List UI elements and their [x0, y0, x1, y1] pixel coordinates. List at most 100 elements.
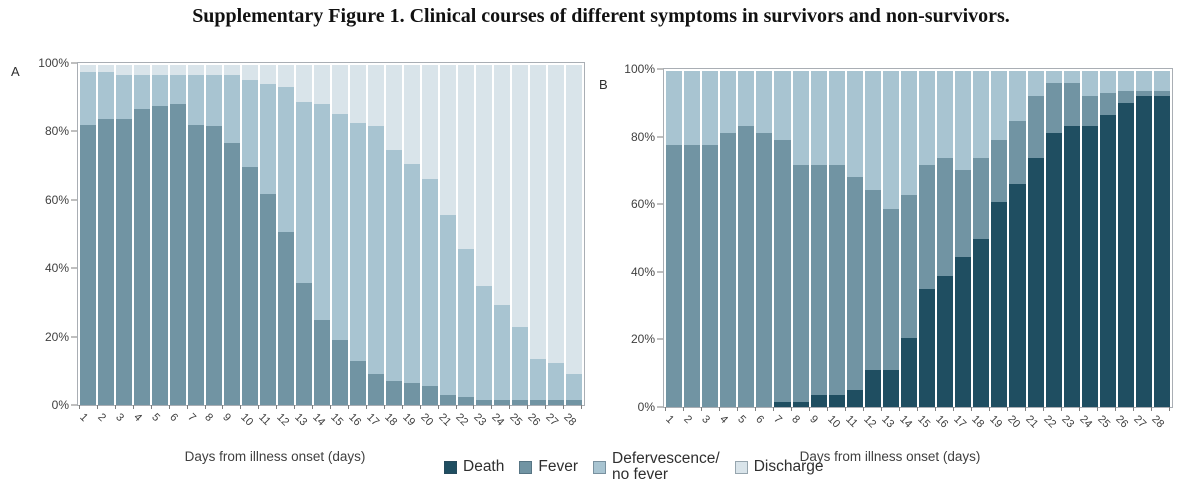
x-axis-tick [419, 405, 421, 409]
bar-segment-fever [494, 399, 510, 405]
x-axis-tick-label: 1 [77, 411, 90, 425]
bar-segment-discharge [296, 65, 312, 103]
bar-segment-fever [1154, 91, 1171, 97]
y-axis-tick [71, 267, 77, 269]
panel-b-x-axis: 1 2 3 4 5 6 7 8 9 10 11 12 13 14 15 16 17 18 19 20 21 22 23 24 2… [663, 407, 1172, 451]
panel-b-letter: B [599, 77, 608, 92]
x-axis-tick [473, 405, 475, 409]
x-axis-tick-label: 2 [681, 413, 695, 427]
bar-segment-discharge [512, 65, 528, 327]
bar-day-3 [116, 65, 132, 405]
x-axis-tick-label: 13 [292, 411, 310, 429]
x-axis-tick-label: 23 [1059, 413, 1077, 431]
bar-segment-fever [1045, 82, 1062, 134]
x-axis-tick [132, 405, 134, 409]
bar-day-8 [206, 65, 222, 405]
bar-segment-death [937, 275, 954, 407]
bar-segment-discharge [368, 65, 384, 127]
x-axis-tick-label: 18 [381, 411, 400, 429]
x-axis-tick [665, 407, 666, 411]
bar-day-11 [260, 65, 276, 405]
bar-segment-fever [1136, 91, 1153, 97]
figure-title: Supplementary Figure 1. Clinical courses… [192, 5, 1010, 27]
x-axis-tick-label: 18 [969, 413, 987, 431]
x-axis-tick [150, 405, 152, 409]
bar-segment-death [973, 239, 990, 407]
bar-segment-discharge [386, 65, 402, 151]
bar-day-10 [242, 65, 258, 405]
bar-day-15 [332, 65, 348, 405]
bar-segment-defervescence [828, 71, 845, 166]
x-axis-tick [1151, 407, 1152, 411]
bar-day-13 [296, 65, 312, 405]
x-axis-tick-label: 9 [220, 411, 234, 425]
bar-segment-fever [864, 190, 881, 371]
bar-day-18 [973, 71, 990, 407]
x-axis-tick-label: 10 [238, 411, 256, 429]
bar-day-23 [476, 65, 492, 405]
bar-segment-defervescence [738, 71, 755, 127]
bar-segment-defervescence [494, 304, 510, 400]
x-axis-tick [881, 407, 882, 411]
bar-day-21 [440, 65, 456, 405]
x-axis-tick-label: 24 [489, 411, 507, 429]
bar-segment-defervescence [170, 75, 186, 105]
bar-day-6 [756, 71, 773, 407]
bar-segment-defervescence [404, 163, 420, 383]
bar-segment-discharge [458, 65, 474, 249]
bar-day-22 [1045, 71, 1062, 407]
y-axis-tick-label: 40% [630, 264, 655, 279]
x-axis-tick-label: 8 [202, 411, 216, 425]
bar-segment-fever [919, 165, 936, 290]
bar-segment-defervescence [937, 71, 954, 159]
x-axis-tick [827, 407, 828, 411]
bar-segment-fever [152, 105, 168, 405]
bar-day-2 [98, 65, 114, 405]
bar-segment-defervescence [152, 75, 168, 106]
bar-segment-fever [440, 394, 456, 405]
bar-segment-fever [188, 124, 204, 405]
bar-segment-defervescence [296, 102, 312, 283]
bar-segment-death [1117, 102, 1135, 407]
bar-day-9 [224, 65, 240, 405]
bar-segment-discharge [206, 65, 222, 76]
x-axis-tick-label: 17 [364, 411, 382, 429]
bar-day-27 [548, 65, 564, 405]
bar-segment-defervescence [224, 75, 240, 144]
x-axis-tick [1007, 407, 1008, 411]
x-axis-tick-label: 27 [543, 411, 561, 429]
bar-segment-discharge [494, 65, 510, 305]
bar-segment-death [1045, 133, 1062, 407]
x-axis-tick-label: 17 [951, 413, 969, 431]
bar-segment-defervescence [702, 71, 719, 145]
x-axis-tick [1025, 407, 1026, 411]
x-axis-tick-label: 13 [879, 413, 897, 431]
x-axis-tick [96, 405, 98, 409]
bar-segment-defervescence [458, 248, 474, 397]
bar-segment-defervescence [756, 71, 773, 134]
bar-segment-death [810, 395, 827, 407]
bar-segment-fever [368, 374, 384, 405]
x-axis-tick-label: 22 [1041, 413, 1059, 431]
bar-segment-discharge [440, 65, 456, 215]
bar-segment-defervescence [206, 75, 222, 127]
bar-segment-defervescence [882, 71, 900, 209]
x-axis-tick [347, 405, 349, 409]
bar-day-17 [368, 65, 384, 405]
bar-segment-defervescence [440, 214, 456, 395]
bar-segment-defervescence [1154, 71, 1171, 92]
legend: Death Fever Defervescence/ no fever Dischar… [444, 450, 823, 484]
y-axis-tick-label: 100% [38, 56, 69, 70]
bar-day-21 [1027, 71, 1044, 407]
x-axis-tick [563, 405, 565, 409]
x-axis-tick-label: 11 [843, 413, 860, 430]
x-axis-tick-label: 19 [987, 413, 1005, 431]
x-axis-tick [491, 405, 493, 409]
y-axis-tick-label: 0% [637, 400, 655, 414]
bar-segment-defervescence [278, 87, 294, 232]
x-axis-tick-label: 28 [1149, 413, 1167, 431]
bar-segment-fever [774, 139, 791, 402]
bar-day-24 [494, 65, 510, 405]
bar-segment-fever [422, 386, 438, 405]
